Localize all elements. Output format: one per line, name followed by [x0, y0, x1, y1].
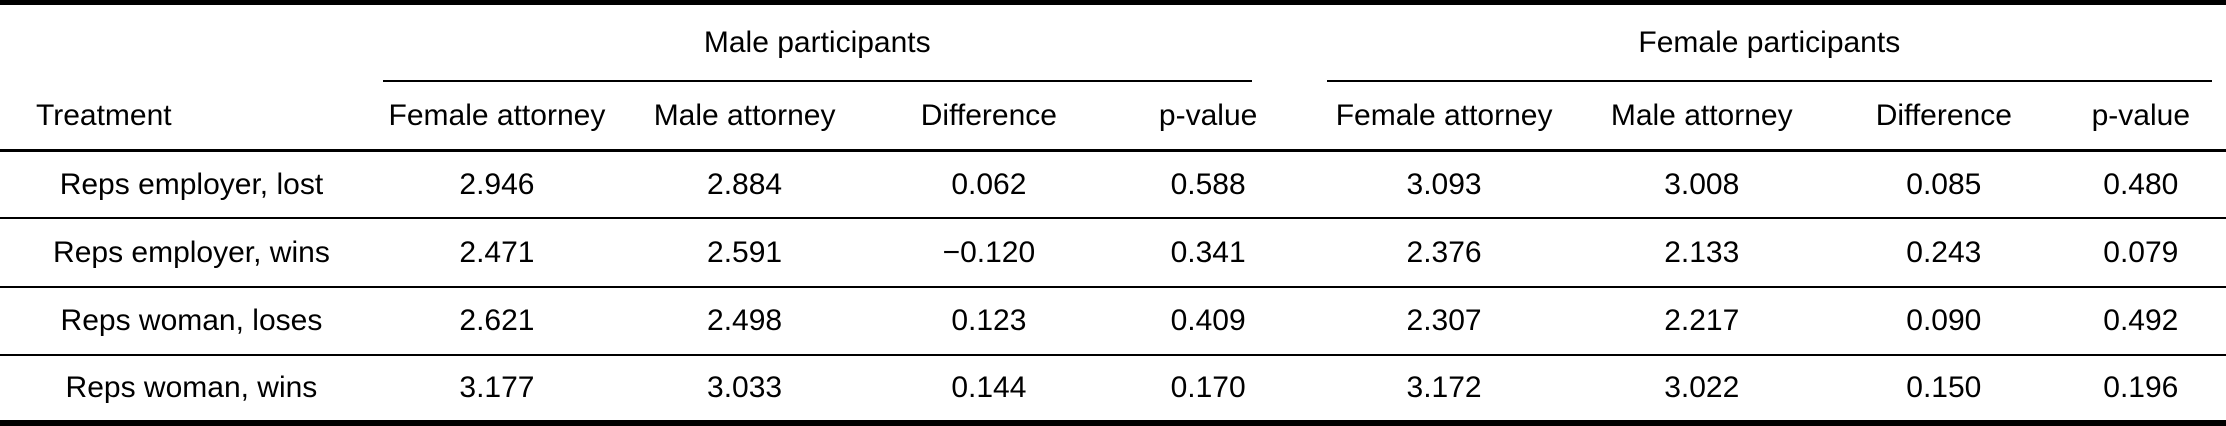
group-header-male-underline: Male participants — [382, 5, 1252, 82]
value-cell: 0.144 — [951, 371, 1027, 405]
value-cell: 0.123 — [951, 304, 1027, 338]
col-header-female-attorney-male-group: Female attorney — [388, 98, 606, 132]
col-header-male-attorney-female-group: Male attorney — [1610, 98, 1793, 132]
value-cell: 3.172 — [1406, 371, 1482, 405]
value-cell: 0.090 — [1906, 304, 1982, 338]
value-cell: 0.480 — [2103, 167, 2179, 201]
value-cell: 0.150 — [1906, 371, 1982, 405]
value-cell: 2.471 — [459, 235, 535, 269]
value-cell: 0.492 — [2103, 304, 2179, 338]
value-cell: −0.120 — [942, 235, 1036, 269]
group-header-male-label: Male participants — [703, 26, 931, 59]
value-cell: 2.621 — [459, 304, 535, 338]
value-cell: 3.177 — [459, 371, 535, 405]
col-header-difference-male-group: Difference — [920, 98, 1057, 132]
group-header-female-participants: Female participants — [1317, 3, 2226, 82]
group-header-row: Male participants Female participants — [0, 3, 2226, 83]
col-header-male-attorney-male-group: Male attorney — [653, 98, 836, 132]
value-cell: 0.588 — [1170, 167, 1246, 201]
value-cell: 2.884 — [707, 167, 783, 201]
value-cell: 0.196 — [2103, 371, 2179, 405]
value-cell: 2.133 — [1664, 235, 1740, 269]
treatment-cell: Reps employer, wins — [53, 235, 330, 269]
value-cell: 0.079 — [2103, 235, 2179, 269]
table-row: Reps employer, wins 2.471 2.591 −0.120 0… — [0, 218, 2226, 287]
group-header-male-participants: Male participants — [382, 3, 1317, 82]
value-cell: 3.022 — [1664, 371, 1740, 405]
value-cell: 3.008 — [1664, 167, 1740, 201]
col-header-pvalue-male-group: p-value — [1158, 98, 1258, 132]
group-header-spacer — [0, 3, 383, 83]
group-header-female-underline: Female participants — [1326, 5, 2212, 82]
value-cell: 3.093 — [1406, 167, 1482, 201]
col-header-pvalue-female-group: p-value — [2091, 98, 2191, 132]
value-cell: 0.085 — [1906, 167, 1982, 201]
value-cell: 0.341 — [1170, 235, 1246, 269]
table-row: Reps employer, lost 2.946 2.884 0.062 0.… — [0, 150, 2226, 219]
value-cell: 2.217 — [1664, 304, 1740, 338]
value-cell: 2.946 — [459, 167, 535, 201]
treatment-cell: Reps woman, loses — [60, 304, 323, 338]
col-header-female-attorney-female-group: Female attorney — [1335, 98, 1553, 132]
value-cell: 0.409 — [1170, 304, 1246, 338]
col-header-difference-female-group: Difference — [1875, 98, 2012, 132]
group-header-female-label: Female participants — [1638, 26, 1901, 59]
treatment-cell: Reps woman, wins — [65, 371, 318, 405]
value-cell: 2.307 — [1406, 304, 1482, 338]
value-cell: 2.376 — [1406, 235, 1482, 269]
value-cell: 0.243 — [1906, 235, 1982, 269]
value-cell: 2.498 — [707, 304, 783, 338]
col-header-treatment: Treatment — [36, 98, 172, 132]
value-cell: 0.170 — [1170, 371, 1246, 405]
value-cell: 2.591 — [707, 235, 783, 269]
value-cell: 0.062 — [951, 167, 1027, 201]
column-header-row: Treatment Female attorney Male attorney … — [0, 82, 2226, 150]
treatment-cell: Reps employer, lost — [59, 167, 324, 201]
table-row: Reps woman, wins 3.177 3.033 0.144 0.170… — [0, 355, 2226, 423]
value-cell: 3.033 — [707, 371, 783, 405]
table-row: Reps woman, loses 2.621 2.498 0.123 0.40… — [0, 287, 2226, 355]
